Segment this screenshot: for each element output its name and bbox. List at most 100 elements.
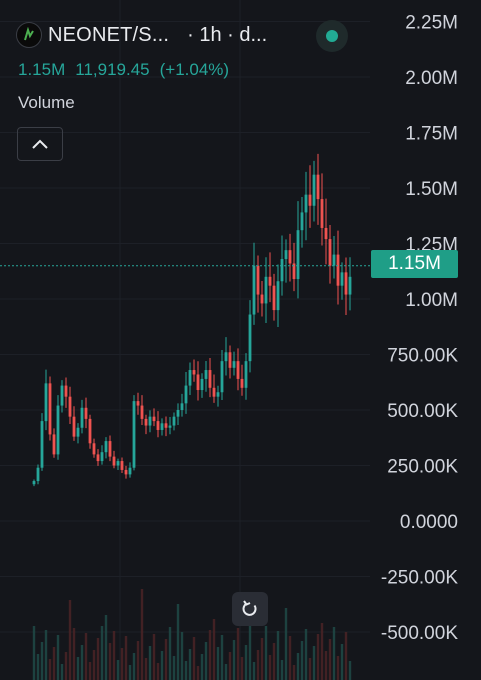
candle-body (284, 250, 288, 260)
volume-bar (72, 628, 76, 680)
volume-bar (84, 633, 88, 680)
volume-bar (336, 656, 340, 680)
candle-body (40, 421, 44, 468)
candle-body (48, 383, 52, 435)
candle-body (152, 416, 156, 422)
candle-body (180, 403, 184, 410)
volume-bar (244, 645, 248, 680)
quote-volume: 1.15M (18, 60, 66, 79)
candle-body (208, 370, 212, 388)
volume-bars (32, 589, 352, 680)
candle-body (32, 481, 36, 485)
volume-bar (316, 634, 320, 680)
y-tick-label: 2.00M (405, 68, 458, 89)
candle-body (204, 370, 208, 379)
candle-body (144, 418, 148, 426)
volume-bar (180, 632, 184, 680)
candle-body (64, 385, 68, 397)
volume-bar (328, 639, 332, 680)
candle-body (44, 383, 48, 422)
symbol-name[interactable]: NEONET/S... (48, 23, 170, 46)
volume-bar (92, 650, 96, 680)
reset-chart-button[interactable] (232, 592, 268, 626)
volume-pane-label: Volume (18, 93, 75, 112)
volume-bar (256, 650, 260, 680)
candle-body (76, 427, 80, 437)
y-tick-label: 1.75M (405, 124, 458, 145)
collapse-pane-button[interactable] (17, 127, 63, 161)
volume-bar (340, 644, 344, 680)
candle-body (56, 405, 60, 455)
volume-bar (284, 608, 288, 680)
volume-bar (152, 634, 156, 680)
candle-body (84, 407, 88, 419)
candle-body (300, 212, 304, 231)
y-tick-label: 1.50M (405, 179, 458, 200)
price-axis[interactable]: 2.25M2.00M1.75M1.50M1.25M1.00M750.00K500… (381, 13, 458, 645)
candle-body (72, 416, 76, 437)
candle-body (88, 418, 92, 444)
candle-body (292, 263, 296, 280)
candle-body (108, 441, 112, 457)
interval-label[interactable]: · 1h · d... (187, 23, 268, 46)
candle-body (328, 239, 332, 266)
volume-bar (172, 656, 176, 680)
volume-bar (264, 626, 268, 680)
candle-body (132, 401, 136, 468)
candle-body (220, 361, 224, 393)
y-tick-label: 250.00K (387, 457, 458, 478)
volume-bar (136, 641, 140, 680)
candle-body (344, 272, 348, 295)
volume-bar (184, 661, 188, 680)
volume-bar (104, 615, 108, 680)
candle-body (296, 230, 300, 280)
volume-bar (288, 636, 292, 680)
volume-bar (100, 626, 104, 680)
candle-body (324, 227, 328, 240)
candle-body (240, 378, 244, 388)
candle-body (136, 401, 140, 406)
candle-body (188, 370, 192, 386)
y-tick-label: -250.00K (381, 568, 458, 589)
volume-bar (248, 593, 252, 680)
volume-bar (96, 638, 100, 680)
candle-body (52, 434, 56, 455)
volume-bar (332, 627, 336, 680)
volume-bar (272, 643, 276, 680)
volume-bar (304, 629, 308, 680)
candle-body (312, 174, 316, 206)
candle-body (276, 281, 280, 311)
candle-body (168, 425, 172, 428)
candle-body (104, 441, 108, 453)
volume-bar (228, 652, 232, 680)
market-open-dot-icon[interactable] (316, 20, 348, 52)
quote-change: (+1.04%) (159, 60, 230, 79)
candle-body (320, 199, 324, 228)
candle-body (244, 361, 248, 388)
volume-bar (220, 635, 224, 680)
candle-body (192, 370, 196, 375)
quote-row: 1.15M 11,919.45 (+1.04%) (18, 60, 229, 80)
candle-body (252, 265, 256, 315)
volume-bar (120, 648, 124, 680)
candle-body (248, 314, 252, 362)
neonet-logo-icon (16, 22, 42, 48)
candle-body (336, 254, 340, 286)
candle-body (232, 361, 236, 368)
volume-bar (344, 632, 348, 680)
volume-bar (268, 655, 272, 680)
candle-body (348, 276, 352, 295)
candle-body (160, 423, 164, 430)
volume-bar (292, 665, 296, 680)
reset-chart-icon (242, 600, 257, 616)
volume-bar (68, 600, 72, 680)
volume-bar (164, 639, 168, 680)
candle-body (128, 467, 132, 475)
candle-body (80, 407, 84, 428)
candle-body (200, 378, 204, 391)
volume-bar (132, 653, 136, 680)
candle-body (280, 259, 284, 282)
y-tick-label: -500.00K (381, 623, 458, 644)
candle-body (340, 272, 344, 286)
